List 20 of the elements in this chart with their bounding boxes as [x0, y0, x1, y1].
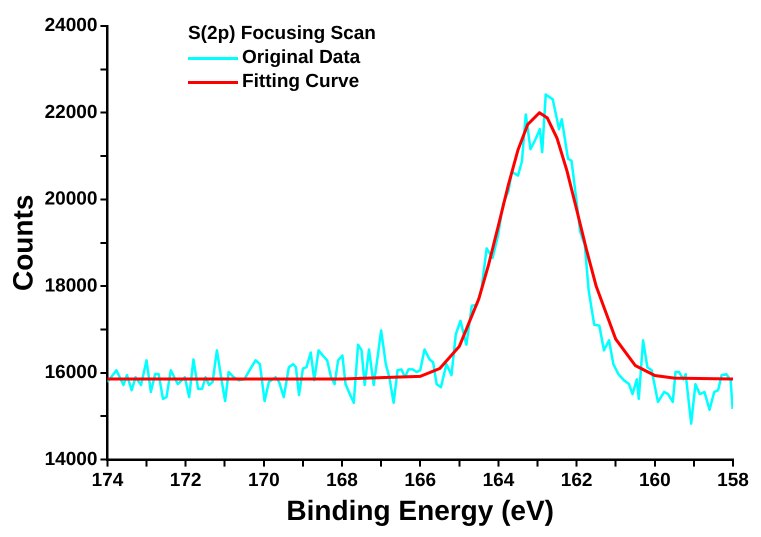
x-tick-label: 170: [248, 470, 280, 492]
legend-title: S(2p) Focusing Scan: [188, 22, 376, 46]
y-tick-label: 18000: [44, 275, 98, 296]
x-tick-label: 158: [717, 470, 749, 492]
x-tick-label: 164: [482, 470, 515, 492]
y-tick-label: 16000: [44, 362, 98, 384]
x-axis-title: Binding Energy (eV): [286, 494, 554, 526]
x-tick-label: 162: [560, 470, 592, 492]
legend-label: Fitting Curve: [242, 70, 360, 94]
x-tick-label: 168: [326, 470, 358, 492]
x-tick-label: 172: [170, 470, 202, 492]
y-tick-label: 20000: [44, 188, 98, 210]
legend-label: Original Data: [242, 46, 360, 70]
y-tick-label: 22000: [44, 102, 98, 123]
y-axis-title: Counts: [8, 194, 39, 292]
y-tick-label: 24000: [44, 15, 98, 36]
x-tick-label: 160: [638, 470, 671, 492]
y-tick-label: 14000: [44, 448, 98, 470]
x-tick-label: 166: [404, 470, 436, 492]
x-tick-label: 174: [92, 470, 124, 492]
